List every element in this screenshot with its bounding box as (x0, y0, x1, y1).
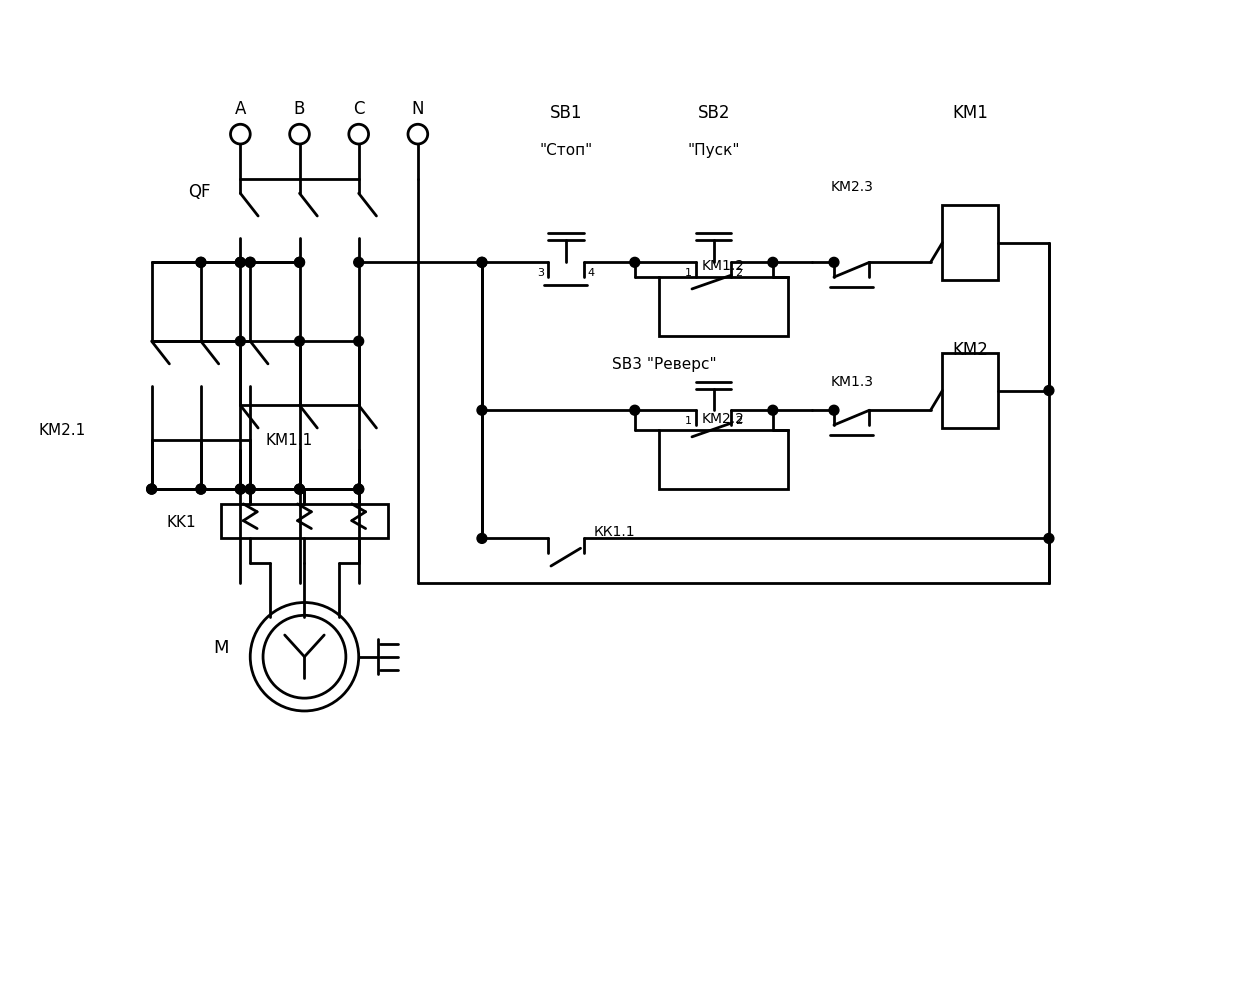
Text: C: C (353, 100, 364, 118)
Text: KM1.2: KM1.2 (703, 258, 745, 273)
Circle shape (295, 258, 305, 268)
Circle shape (629, 258, 639, 268)
Circle shape (295, 485, 305, 495)
Text: KM1.1: KM1.1 (265, 432, 312, 448)
Text: N: N (411, 100, 424, 118)
Circle shape (146, 485, 156, 495)
Text: 2: 2 (736, 268, 742, 278)
Circle shape (235, 337, 245, 347)
Text: KM2.1: KM2.1 (38, 423, 85, 438)
Circle shape (196, 258, 206, 268)
Circle shape (245, 258, 255, 268)
Circle shape (477, 406, 487, 415)
Circle shape (235, 258, 245, 268)
Text: 2: 2 (736, 415, 742, 425)
Circle shape (295, 337, 305, 347)
Bar (659, 278, 788, 337)
Circle shape (146, 485, 156, 495)
Circle shape (1044, 387, 1054, 396)
Text: KM2: KM2 (952, 341, 987, 359)
Circle shape (629, 406, 639, 415)
Circle shape (477, 258, 487, 268)
Circle shape (245, 485, 255, 495)
Text: B: B (294, 100, 305, 118)
Circle shape (477, 534, 487, 544)
Circle shape (829, 406, 839, 415)
Text: "Пуск": "Пуск" (688, 143, 740, 158)
Circle shape (829, 258, 839, 268)
Circle shape (1044, 534, 1054, 544)
Circle shape (768, 406, 778, 415)
Text: A: A (234, 100, 247, 118)
Circle shape (295, 258, 305, 268)
Text: 3: 3 (536, 268, 544, 278)
Bar (221, 504, 388, 539)
Circle shape (196, 485, 206, 495)
Text: 1: 1 (685, 415, 691, 425)
Bar (943, 354, 997, 428)
Text: KM2.2: KM2.2 (703, 412, 745, 425)
Text: "Стоп": "Стоп" (539, 143, 592, 158)
Text: KM1.3: KM1.3 (830, 374, 873, 388)
Circle shape (245, 258, 255, 268)
Text: SB2: SB2 (698, 104, 730, 122)
Circle shape (235, 258, 245, 268)
Text: KK1: KK1 (166, 515, 196, 530)
Bar (943, 206, 997, 280)
Text: SB3 "Реверс": SB3 "Реверс" (612, 357, 716, 372)
Text: KM2.3: KM2.3 (830, 180, 873, 194)
Circle shape (196, 485, 206, 495)
Text: QF: QF (188, 183, 211, 201)
Circle shape (235, 485, 245, 495)
Circle shape (235, 485, 245, 495)
Circle shape (196, 258, 206, 268)
Text: KM1: KM1 (952, 104, 987, 122)
Circle shape (768, 258, 778, 268)
Text: 4: 4 (587, 268, 595, 278)
Circle shape (354, 485, 363, 495)
Circle shape (295, 485, 305, 495)
Circle shape (354, 258, 363, 268)
Text: 1: 1 (685, 268, 691, 278)
Text: SB1: SB1 (550, 104, 582, 122)
Circle shape (477, 258, 487, 268)
Text: M: M (213, 638, 228, 656)
Text: КК1.1: КК1.1 (593, 524, 636, 538)
Circle shape (245, 485, 255, 495)
Circle shape (354, 337, 363, 347)
Circle shape (354, 485, 363, 495)
Bar (659, 430, 788, 490)
